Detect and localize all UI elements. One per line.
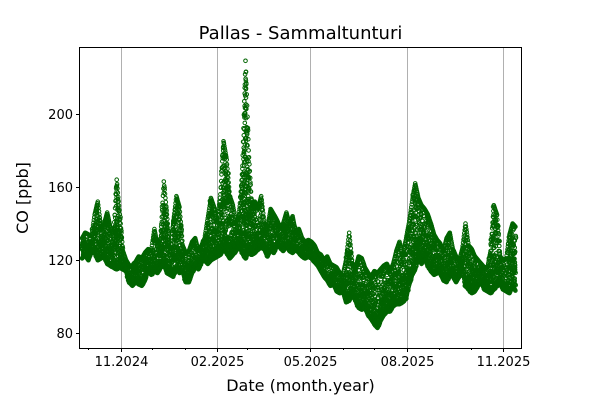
data-point <box>115 186 120 191</box>
data-point <box>173 219 179 225</box>
data-point <box>162 191 168 197</box>
data-point <box>93 236 99 242</box>
data-point <box>165 221 170 226</box>
data-point <box>116 199 121 204</box>
data-point <box>117 216 123 222</box>
data-point <box>177 204 182 210</box>
data-point <box>180 238 185 244</box>
data-point <box>242 120 248 126</box>
data-point <box>119 228 124 233</box>
data-point <box>117 207 122 213</box>
data-point <box>115 190 121 195</box>
data-point <box>120 244 125 249</box>
data-point <box>165 228 171 233</box>
data-point <box>163 199 169 205</box>
data-point <box>119 239 125 245</box>
data-point <box>163 203 169 209</box>
data-point <box>115 194 121 200</box>
data-point <box>162 187 167 193</box>
data-point <box>178 219 183 224</box>
data-point <box>163 195 168 201</box>
data-point <box>222 163 227 168</box>
data-point <box>221 139 226 144</box>
data-point <box>177 216 182 222</box>
data-point <box>152 228 158 234</box>
data-point <box>178 231 184 237</box>
data-point <box>179 228 184 234</box>
data-point <box>165 216 170 222</box>
data-point <box>243 58 248 64</box>
data-point <box>179 233 185 239</box>
data-point <box>177 209 183 215</box>
data-point <box>114 181 120 187</box>
data-point <box>161 183 167 188</box>
data-point <box>220 212 225 218</box>
data-point <box>178 224 184 229</box>
data-point <box>246 148 251 153</box>
data-point <box>117 243 123 249</box>
data-point <box>118 214 123 220</box>
data-point <box>165 225 171 231</box>
data-point <box>219 210 225 215</box>
data-point <box>164 208 169 213</box>
data-point <box>114 183 120 189</box>
data-point <box>218 184 224 190</box>
data-point <box>97 220 102 226</box>
data-point <box>116 203 122 209</box>
data-point <box>114 177 119 182</box>
data-point <box>164 212 170 217</box>
data-point <box>161 179 167 184</box>
data-point <box>118 225 124 231</box>
data-point <box>117 212 123 217</box>
data-point <box>119 230 124 236</box>
data-point <box>178 214 183 220</box>
data-point <box>118 221 123 226</box>
data-point <box>93 233 98 239</box>
data-point <box>152 230 158 236</box>
data-point <box>179 239 184 244</box>
data-point <box>152 226 157 232</box>
data-point <box>162 185 167 190</box>
data-point <box>166 235 172 240</box>
data-point <box>119 235 125 240</box>
data-points <box>79 58 519 331</box>
data-point <box>115 196 121 202</box>
data-point <box>115 239 120 245</box>
data-point <box>153 235 159 240</box>
data-point <box>149 243 155 248</box>
